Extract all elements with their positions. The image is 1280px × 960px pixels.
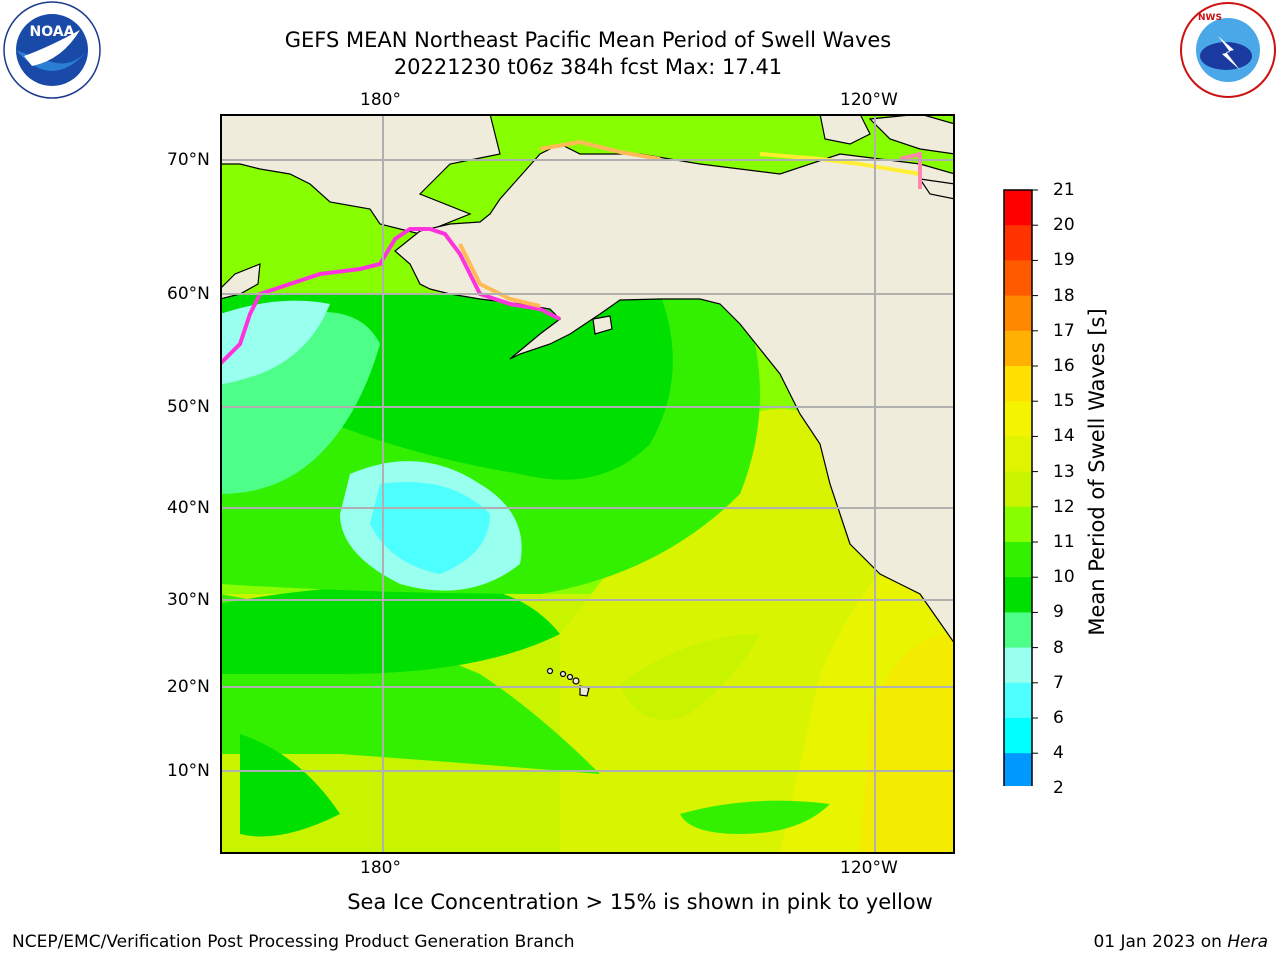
lat-label-60n: 60°N [167,284,210,304]
colorbar-tick-label: 12 [1053,496,1075,517]
map-title: GEFS MEAN Northeast Pacific Mean Period … [284,28,892,52]
colorbar-segment [1004,682,1032,719]
lon-label-bottom-120w: 120°W [840,858,898,878]
colorbar-tick-label: 19 [1053,250,1075,271]
lat-label-50n: 50°N [167,397,210,417]
colorbar-tick-label: 9 [1053,602,1064,623]
colorbar-tick-label: 7 [1053,672,1064,693]
colorbar-tick-label: 17 [1053,320,1075,341]
colorbar-tick-label: 11 [1053,532,1075,552]
colorbar-segment [1004,542,1032,578]
colorbar-tick-label: 20 [1053,215,1075,236]
footer-date: 01 Jan 2023 on Hera [1093,932,1268,952]
nws-logo: NWS [1178,0,1278,100]
map-svg [220,114,955,854]
lon-label-top-120w: 120°W [840,90,898,110]
map-frame [220,114,955,854]
sea-ice-edge [220,139,922,366]
colorbar-title: Mean Period of Swell Waves [s] [1085,308,1109,636]
svg-text:NWS: NWS [1198,13,1222,23]
colorbar-tick-label: 13 [1053,461,1075,482]
noaa-logo: NOAA [2,0,102,100]
lat-label-10n: 10°N [167,761,210,781]
lon-label-top-180: 180° [360,90,401,110]
map-panel [220,114,955,854]
colorbar-segment [1004,647,1032,684]
lon-label-bottom-180: 180° [360,858,401,878]
colorbar-segment [1004,753,1032,789]
colorbar-segment [1004,260,1032,297]
lat-label-30n: 30°N [167,590,210,610]
footer-branch: NCEP/EMC/Verification Post Processing Pr… [12,932,575,952]
colorbar-tick-label: 15 [1053,391,1075,412]
map-subtitle: 20221230 t06z 384h fcst Max: 17.41 [393,55,783,79]
colorbar [1000,186,1040,819]
colorbar-tick-label: 6 [1053,708,1064,728]
colorbar-segment [1004,366,1032,402]
colorbar-segment [1004,436,1032,473]
footer-host: Hera [1227,932,1268,952]
colorbar-segment [1004,190,1032,226]
colorbar-segment [1004,577,1032,613]
colorbar-tick-label: 21 [1053,180,1075,200]
land [220,114,955,697]
colorbar-segment [1004,506,1032,543]
sea-ice-caption: Sea Ice Concentration > 15% is shown in … [347,890,933,914]
lat-label-70n: 70°N [167,150,210,170]
colorbar-segment [1004,612,1032,649]
colorbar-tick-label: 14 [1053,426,1075,447]
graticule [220,114,955,854]
colorbar-svg [1002,189,1038,819]
colorbar-segment [1004,471,1032,508]
footer-date-text: 01 Jan 2023 on [1093,932,1228,952]
colorbar-tick-label: 4 [1053,743,1064,764]
colorbar-segment [1004,401,1032,437]
colorbar-tick-label: 18 [1053,285,1075,306]
colorbar-segment [1004,225,1032,261]
colorbar-tick-label: 10 [1053,567,1075,588]
lat-label-40n: 40°N [167,498,210,518]
lat-label-20n: 20°N [167,677,210,697]
colorbar-segment [1004,718,1032,754]
noaa-logo-text: NOAA [30,24,75,40]
colorbar-tick-label: 8 [1053,637,1064,658]
colorbar-tick-label: 2 [1053,778,1064,799]
colorbar-segment [1004,330,1032,367]
colorbar-segment [1004,295,1032,332]
swell-period-field [220,294,955,854]
colorbar-tick-label: 16 [1053,356,1075,376]
